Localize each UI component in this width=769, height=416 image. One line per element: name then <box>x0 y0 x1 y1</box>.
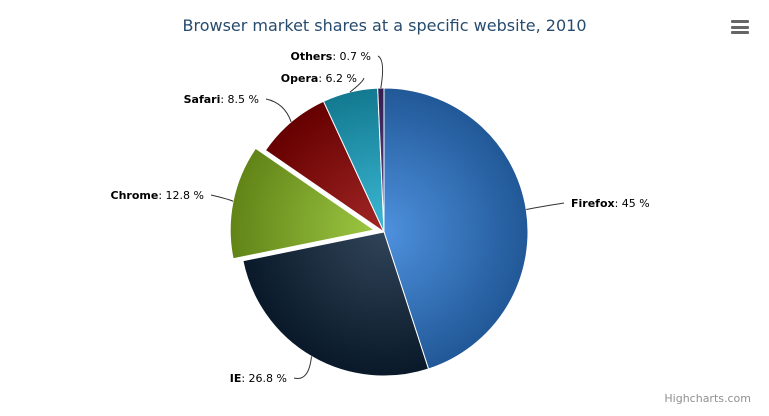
data-label-ie: IE: 26.8 % <box>230 372 287 385</box>
data-label-chrome: Chrome: 12.8 % <box>111 189 204 202</box>
credits-link[interactable]: Highcharts.com <box>664 392 751 405</box>
pie-slice-firefox[interactable] <box>383 87 529 370</box>
connector-opera <box>349 77 365 93</box>
connector-ie <box>293 356 312 380</box>
data-label-others: Others: 0.7 % <box>290 50 371 63</box>
connector-others <box>377 55 384 89</box>
pie-slice-ie[interactable] <box>242 231 430 377</box>
connector-firefox <box>526 202 565 210</box>
connector-safari <box>265 98 292 123</box>
data-label-firefox: Firefox: 45 % <box>571 197 650 210</box>
data-label-opera: Opera: 6.2 % <box>281 72 357 85</box>
data-label-safari: Safari: 8.5 % <box>184 93 259 106</box>
chart-title: Browser market shares at a specific webs… <box>182 16 587 35</box>
connector-chrome <box>210 194 234 202</box>
hamburger-menu-icon[interactable] <box>731 20 749 36</box>
